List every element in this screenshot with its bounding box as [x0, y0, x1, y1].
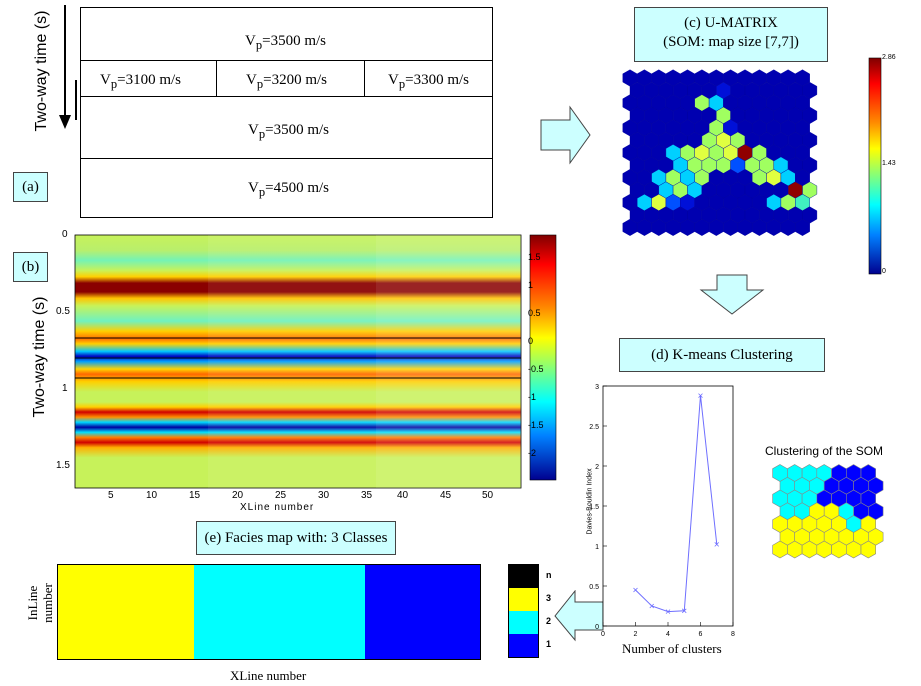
db-ytick-label: 1: [595, 544, 599, 551]
db-point: [665, 609, 671, 614]
umatrix-title-line1: (c) U-MATRIX: [684, 15, 778, 31]
seismic-cbar-tick-0: 1.5: [528, 252, 541, 262]
arrow-left-icon: [554, 590, 604, 642]
clustering-hexmap: [772, 464, 884, 559]
db-series-line: [635, 395, 718, 613]
facies-xlabel: XLine number: [230, 668, 307, 683]
seismic-cbar-tick-4: -0.5: [528, 364, 544, 374]
db-xtick-label: 4: [666, 631, 670, 638]
db-ytick-label: 2.5: [589, 424, 599, 431]
vp-label-layer-1: Vp=3500 m/s: [245, 33, 326, 52]
facies-title-box: (e) Facies map with: 3 Classes: [196, 521, 396, 555]
db-index-chart: 0 0.5 1 1.5 2 2.5 3 0 2 4 6 8: [589, 384, 735, 638]
db-point: [633, 587, 638, 593]
vp-label-layer-2a: Vp=3100 m/s: [100, 72, 181, 91]
db-point: [649, 603, 655, 609]
cluster-hex: [860, 540, 876, 559]
legend-label-n: n: [546, 570, 552, 580]
seismic-ytick-1: 0.5: [56, 306, 70, 317]
facies-class-yellow: [58, 565, 194, 659]
db-ytick-label: 0: [595, 624, 599, 631]
umatrix-colorbar: [868, 57, 882, 275]
facies-map: [57, 564, 481, 660]
db-xtick-label: 0: [601, 631, 605, 638]
legend-label-3: 3: [546, 593, 552, 603]
db-ytick-label: 0.5: [589, 584, 599, 591]
kmeans-title-box: (d) K-means Clustering: [619, 338, 825, 372]
legend-swatch-2: [509, 611, 538, 634]
legend-label-1: 1: [546, 639, 552, 649]
seismic-xtick-7: 35: [361, 490, 373, 501]
vp-label-layer-2c: Vp=3300 m/s: [388, 72, 469, 91]
model-line-1: [80, 60, 493, 61]
model-box: [80, 7, 493, 218]
umatrix-hexmap: [622, 69, 818, 236]
seismic-cbar-tick-1: 1: [528, 280, 534, 290]
db-ytick-label: 1.5: [589, 504, 599, 511]
vp-label-layer-2b: Vp=3200 m/s: [246, 72, 327, 91]
db-xtick-label: 6: [699, 631, 703, 638]
clustering-som-label: Clustering of the SOM: [765, 444, 884, 458]
seismic-cbar-tick-3: 0: [528, 336, 534, 346]
db-xtick-label: 8: [731, 631, 735, 638]
facies-ylabel-line1: InLine: [25, 585, 40, 621]
seismic-image: [74, 234, 557, 489]
seismic-xtick-4: 20: [232, 490, 244, 501]
seismic-xtick-5: 25: [275, 490, 287, 501]
umatrix-cbar-max: 2.86: [882, 54, 896, 61]
seismic-xtick-1: 5: [108, 490, 114, 501]
db-point: [698, 393, 703, 398]
seismic-xtick-10: 50: [482, 490, 494, 501]
umatrix-cbar-min: 0: [882, 268, 886, 275]
facies-ylabel: InLine number: [25, 558, 55, 648]
db-point: [714, 542, 720, 547]
model-line-3: [80, 158, 493, 159]
model-panel: Two-way time (s) Vp=3500 m/s Vp=3100 m/s…: [0, 0, 500, 225]
seismic-ytick-2: 1: [62, 383, 68, 394]
db-chart-ylabel: Davies-Bouldin Index: [586, 468, 594, 535]
seismic-xtick-9: 45: [440, 490, 452, 501]
seismic-ytick-3: 1.5: [56, 460, 70, 471]
legend-label-2: 2: [546, 616, 552, 626]
seismic-xtick-3: 15: [189, 490, 201, 501]
umatrix-title-box: (c) U-MATRIX (SOM: map size [7,7]): [634, 7, 828, 62]
model-axis-label: Two-way time (s): [33, 10, 50, 132]
model-vline-1: [216, 60, 217, 96]
facies-ylabel-line2: number: [40, 583, 55, 623]
arrow-down-icon: [699, 274, 765, 315]
panel-label-b: (b): [13, 252, 48, 282]
time-arrow-icon: [59, 5, 71, 129]
umatrix-title-line2: (SOM: map size [7,7]): [663, 34, 799, 50]
model-left-tick: [75, 80, 83, 120]
seismic-cbar-tick-2: 0.5: [528, 308, 541, 318]
seismic-xlabel: XLine number: [240, 502, 315, 513]
seismic-cbar-tick-6: -1.5: [528, 420, 544, 430]
seismic-cbar-tick-5: -1: [528, 392, 537, 402]
model-vline-2: [364, 60, 365, 96]
panel-label-a: (a): [13, 172, 48, 202]
db-point: [681, 608, 687, 614]
facies-legend: [508, 564, 539, 658]
db-xtick-label: 2: [634, 631, 638, 638]
legend-swatch-3: [509, 588, 538, 611]
legend-swatch-1: [509, 634, 538, 657]
vp-label-layer-3: Vp=3500 m/s: [248, 122, 329, 141]
seismic-xtick-8: 40: [397, 490, 409, 501]
facies-class-cyan: [194, 565, 365, 659]
db-ytick-label: 2: [595, 464, 599, 471]
legend-swatch-n: [509, 565, 538, 588]
seismic-xtick-2: 10: [146, 490, 158, 501]
seismic-cbar-tick-7: -2: [528, 448, 537, 458]
facies-class-blue: [365, 565, 480, 659]
umatrix-cbar-mid: 1.43: [882, 160, 896, 167]
model-line-2: [80, 96, 493, 97]
umatrix-hex: [795, 218, 810, 236]
vp-label-layer-4: Vp=4500 m/s: [248, 180, 329, 199]
db-chart-xlabel: Number of clusters: [622, 641, 722, 656]
arrow-right-icon: [540, 105, 591, 165]
db-ytick-label: 3: [595, 384, 599, 391]
seismic-ytick-0: 0: [62, 229, 68, 240]
db-chart-frame: [602, 385, 734, 627]
seismic-xtick-6: 30: [318, 490, 330, 501]
